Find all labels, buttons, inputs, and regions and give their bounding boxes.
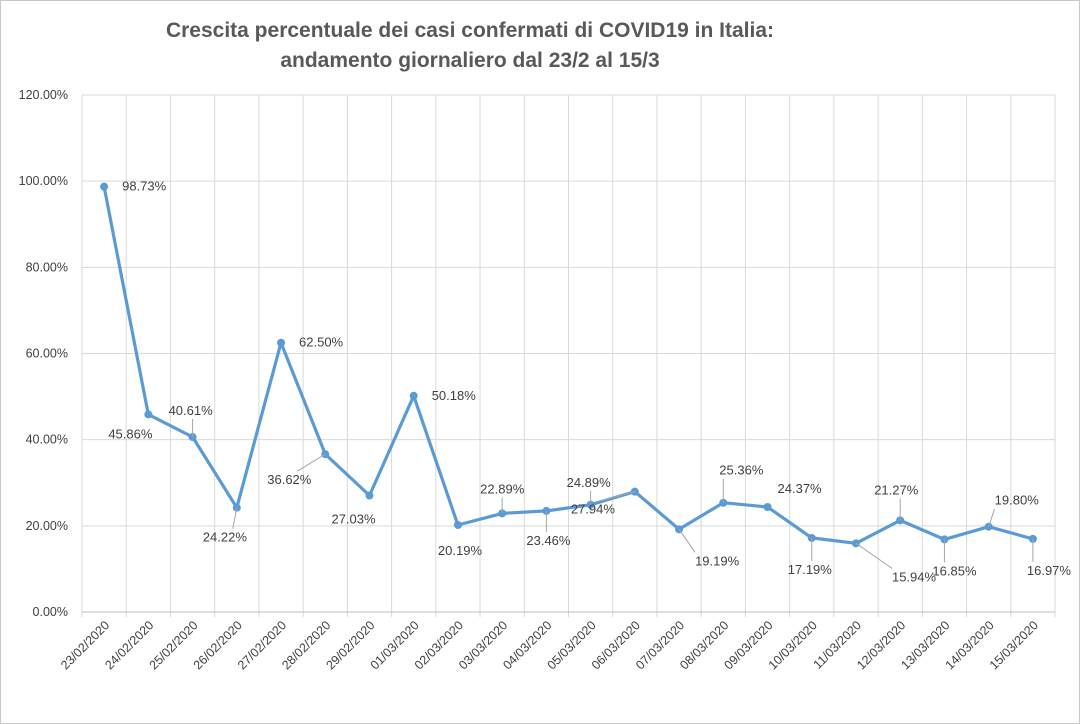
data-labels: 98.73% 45.86% 40.61% 24.22% 62.50% 36.62% 27.0…	[108, 179, 1071, 585]
label-leaders	[192, 419, 1034, 569]
y-tick-label: 120.00%	[19, 88, 68, 102]
data-point	[144, 410, 153, 419]
data-label: 40.61%	[169, 403, 214, 418]
label-leader-line	[232, 507, 238, 529]
data-label: 27.03%	[331, 512, 376, 527]
data-label: 24.22%	[203, 530, 248, 545]
data-label: 62.50%	[299, 335, 344, 350]
data-point	[409, 391, 418, 400]
data-label: 22.89%	[480, 481, 525, 496]
data-label: 20.19%	[438, 543, 483, 558]
data-label: 19.19%	[695, 553, 740, 568]
y-tick-label: 100.00%	[19, 174, 68, 188]
data-label: 24.89%	[567, 475, 612, 490]
y-tick-label: 0.00%	[33, 605, 68, 619]
data-label: 21.27%	[874, 482, 919, 497]
data-label: 45.86%	[108, 426, 153, 441]
data-label: 16.97%	[1027, 563, 1072, 578]
chart-title: Crescita percentuale dei casi confermati…	[120, 16, 820, 76]
label-leader-line	[600, 491, 635, 502]
label-leader-line	[855, 542, 893, 569]
chart-title-line1: Crescita percentuale dei casi confermati…	[165, 19, 775, 42]
y-tick-label: 20.00%	[26, 519, 68, 533]
data-label: 19.80%	[995, 493, 1040, 508]
y-tick-label: 60.00%	[26, 347, 68, 361]
y-tick-label: 40.00%	[26, 433, 68, 447]
y-axis: 0.00% 20.00% 40.00% 60.00% 80.00% 100.00% 120.…	[19, 88, 68, 619]
y-tick-label: 80.00%	[26, 260, 68, 274]
label-leader-line	[678, 529, 696, 553]
data-label: 15.94%	[892, 569, 937, 584]
gridlines	[81, 94, 1056, 617]
x-tick-label: 15/03/2020	[987, 618, 1041, 672]
data-point	[277, 338, 286, 347]
data-point	[100, 182, 109, 191]
data-label: 16.85%	[932, 563, 977, 578]
data-label: 27.94%	[571, 502, 616, 517]
data-label: 24.37%	[778, 481, 823, 496]
data-label: 36.62%	[267, 472, 312, 487]
label-leader-line	[988, 508, 996, 527]
data-label: 17.19%	[788, 562, 833, 577]
data-label: 25.36%	[719, 463, 764, 478]
x-axis: 23/02/202024/02/202025/02/202026/02/2020…	[58, 611, 1055, 672]
data-label: 50.18%	[432, 388, 477, 403]
label-leader-line	[296, 453, 326, 472]
chart-title-line2: andamento giornaliero dal 23/2 al 15/3	[280, 49, 660, 72]
data-point	[453, 521, 462, 530]
data-point	[365, 491, 374, 500]
data-label: 23.46%	[526, 533, 571, 548]
data-label: 98.73%	[122, 179, 167, 194]
data-point	[763, 503, 772, 512]
series-line-path	[102, 186, 1034, 545]
